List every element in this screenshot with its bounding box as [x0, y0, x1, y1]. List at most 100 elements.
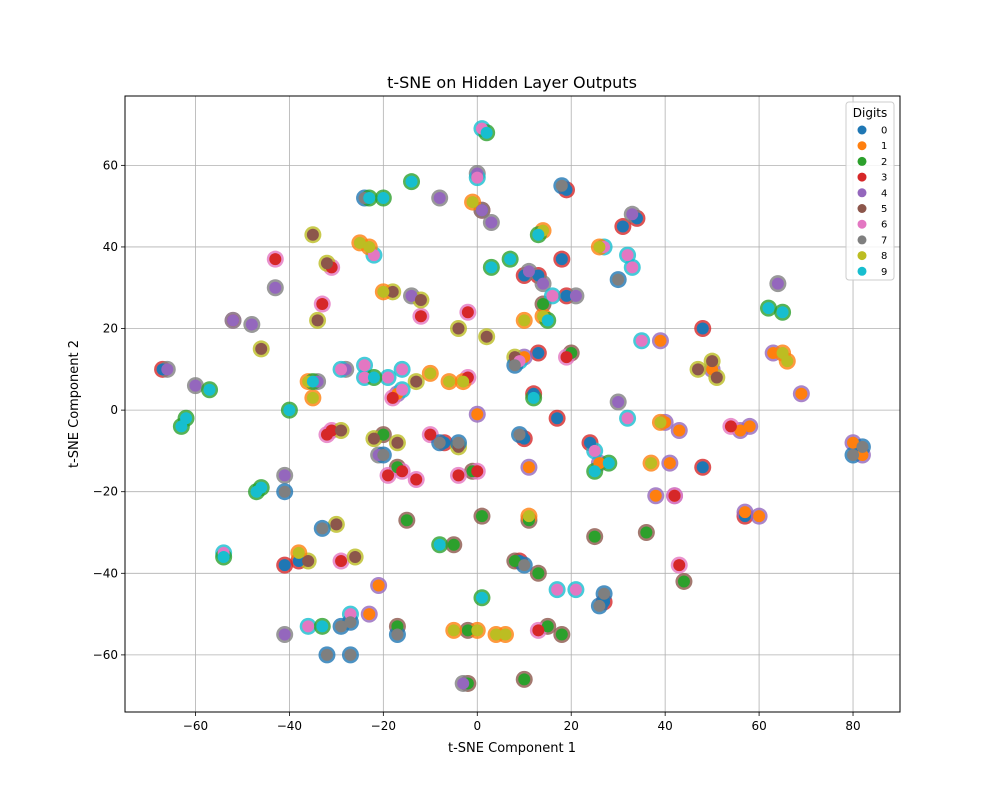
legend-marker-digit-1 — [857, 141, 867, 151]
point-digit-4 — [227, 314, 240, 327]
point-digit-1 — [471, 408, 484, 421]
legend-label-digit-7: 7 — [881, 235, 887, 246]
point-digit-0 — [696, 461, 709, 474]
point-digit-9 — [480, 126, 493, 139]
point-digit-5 — [320, 257, 333, 270]
point-digit-4 — [475, 204, 488, 217]
legend-label-digit-1: 1 — [881, 141, 887, 152]
point-digit-1 — [663, 457, 676, 470]
point-digit-1 — [847, 436, 860, 449]
point-digit-6 — [626, 261, 639, 274]
point-digit-9 — [433, 538, 446, 551]
point-digit-9 — [283, 404, 296, 417]
point-digit-0 — [616, 220, 629, 233]
point-digit-4 — [405, 289, 418, 302]
point-digit-2 — [588, 530, 601, 543]
point-digit-3 — [382, 469, 395, 482]
point-digit-8 — [353, 236, 366, 249]
point-digit-6 — [471, 171, 484, 184]
y-tick-label: 0 — [110, 403, 118, 417]
point-digit-3 — [532, 624, 545, 637]
point-digit-4 — [612, 395, 625, 408]
point-digit-8 — [645, 457, 658, 470]
point-digit-2 — [537, 298, 550, 311]
legend-label-digit-6: 6 — [881, 220, 887, 231]
point-digit-7 — [377, 448, 390, 461]
point-digit-2 — [447, 538, 460, 551]
point-digit-5 — [410, 375, 423, 388]
point-digit-3 — [396, 465, 409, 478]
point-digit-0 — [278, 559, 291, 572]
point-digit-8 — [443, 375, 456, 388]
point-digit-2 — [532, 567, 545, 580]
point-digit-8 — [447, 624, 460, 637]
point-digit-6 — [358, 371, 371, 384]
point-digit-7 — [278, 485, 291, 498]
point-digit-1 — [739, 506, 751, 519]
point-digit-6 — [302, 620, 315, 633]
legend-marker-digit-4 — [857, 188, 867, 198]
point-digit-9 — [588, 465, 601, 478]
x-axis-label: t-SNE Component 1 — [448, 741, 576, 756]
point-digit-0 — [560, 289, 573, 302]
point-digit-3 — [414, 310, 427, 323]
point-digit-3 — [316, 298, 329, 311]
x-tick-label: −60 — [183, 719, 208, 733]
x-tick-label: 0 — [473, 719, 481, 733]
point-digit-5 — [311, 314, 324, 327]
point-digit-3 — [461, 306, 474, 319]
x-tick-label: 60 — [751, 719, 766, 733]
point-digit-7 — [513, 428, 526, 441]
point-digit-1 — [522, 461, 535, 474]
point-digit-4 — [485, 216, 498, 229]
point-digit-9 — [602, 457, 615, 470]
point-digit-4 — [457, 677, 470, 690]
point-digit-6 — [396, 363, 409, 376]
point-digit-8 — [466, 196, 479, 209]
point-digit-7 — [518, 559, 531, 572]
legend-marker-digit-6 — [857, 219, 867, 229]
point-digit-2 — [400, 514, 413, 527]
point-digit-5 — [306, 228, 319, 241]
legend-label-digit-5: 5 — [881, 204, 887, 215]
point-digit-4 — [278, 469, 291, 482]
legend-label-digit-4: 4 — [881, 188, 887, 199]
point-digit-8 — [522, 510, 535, 523]
point-digit-6 — [621, 249, 634, 262]
point-digit-0 — [555, 253, 568, 266]
point-digit-5 — [302, 555, 315, 568]
point-digit-4 — [569, 289, 582, 302]
point-digit-9 — [377, 191, 390, 204]
legend-marker-digit-0 — [857, 125, 867, 135]
point-digit-9 — [504, 253, 517, 266]
point-digit-1 — [363, 608, 376, 621]
point-digit-3 — [471, 465, 484, 478]
point-digit-8 — [654, 416, 667, 429]
point-digit-6 — [382, 371, 395, 384]
point-cores — [156, 122, 869, 690]
point-digit-7 — [316, 522, 329, 535]
point-digit-3 — [386, 391, 399, 404]
point-digit-2 — [677, 575, 690, 588]
point-digit-5 — [386, 285, 399, 298]
point-digit-2 — [461, 624, 474, 637]
point-digit-3 — [325, 424, 338, 437]
y-tick-label: 40 — [103, 240, 118, 254]
point-digit-9 — [485, 261, 498, 274]
legend-marker-digit-3 — [857, 172, 867, 182]
point-digit-9 — [316, 620, 329, 633]
point-digit-9 — [532, 228, 545, 241]
point-digit-7 — [612, 273, 625, 286]
point-digit-2 — [508, 555, 521, 568]
point-digit-9 — [363, 191, 376, 204]
point-digit-6 — [358, 359, 371, 372]
point-digit-4 — [433, 191, 446, 204]
point-digit-9 — [527, 391, 540, 404]
point-digit-8 — [593, 240, 606, 253]
point-digit-3 — [410, 473, 423, 486]
legend-label-digit-0: 0 — [881, 126, 887, 137]
point-digit-3 — [452, 469, 465, 482]
point-digit-6 — [396, 383, 409, 396]
y-tick-label: 60 — [103, 158, 118, 172]
